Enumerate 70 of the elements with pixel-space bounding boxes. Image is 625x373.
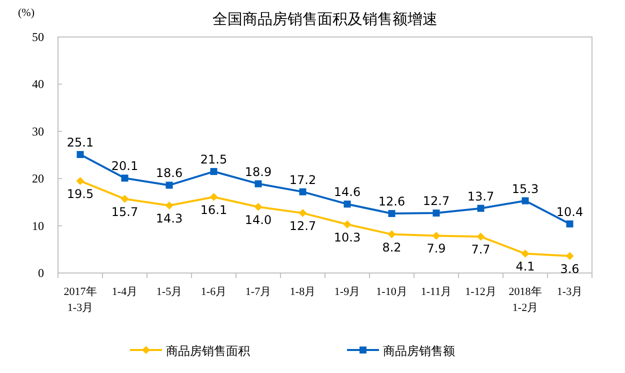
point xyxy=(477,204,484,212)
point xyxy=(432,210,440,217)
data-label: 21.5 xyxy=(200,152,228,167)
data-label: 13.7 xyxy=(467,189,494,204)
x-tick-label: 1-7月 xyxy=(245,286,272,298)
data-label: 8.2 xyxy=(382,240,402,254)
point xyxy=(388,210,396,218)
point xyxy=(343,220,352,228)
y-tick-label: 20 xyxy=(32,172,44,186)
data-label: 15.7 xyxy=(111,204,138,219)
legend-label: 商品房销售面积 xyxy=(166,344,250,358)
point xyxy=(120,194,129,203)
data-label: 15.3 xyxy=(512,182,539,196)
point xyxy=(298,209,307,218)
data-label: 7.9 xyxy=(426,242,446,256)
point xyxy=(344,200,351,208)
data-label: 16.1 xyxy=(200,203,228,218)
x-tick-label: 2017年 1-3月 xyxy=(64,286,97,314)
y-tick-label: 40 xyxy=(32,77,44,92)
data-label: 18.6 xyxy=(156,166,183,180)
point xyxy=(388,230,396,238)
y-axis-title: (%) xyxy=(18,7,35,19)
point xyxy=(210,193,218,202)
point xyxy=(254,180,262,188)
point xyxy=(566,252,574,260)
data-label: 12.6 xyxy=(378,194,406,209)
data-label: 14.0 xyxy=(244,212,272,227)
data-label: 17.2 xyxy=(289,172,316,187)
x-tick-label: 1-10月 xyxy=(376,286,408,298)
data-label: 19.5 xyxy=(66,186,94,201)
data-label: 20.1 xyxy=(111,159,138,174)
x-tick-label: 1-9月 xyxy=(334,286,360,298)
data-label: 18.9 xyxy=(244,164,272,179)
x-tick-label: 2018年 1-2月 xyxy=(508,286,542,314)
x-tick-label: 1-5月 xyxy=(156,286,182,298)
point xyxy=(299,188,306,196)
data-label: 25.1 xyxy=(66,136,94,150)
point xyxy=(121,174,128,182)
point xyxy=(522,197,529,204)
point xyxy=(521,250,530,258)
point xyxy=(566,220,574,228)
x-tick-label: 1-11月 xyxy=(420,286,452,298)
point xyxy=(76,151,84,158)
y-tick-label: 30 xyxy=(32,124,44,138)
data-label: 10.4 xyxy=(556,204,584,219)
data-label: 14.3 xyxy=(156,212,183,226)
y-tick-label: 0 xyxy=(38,266,44,280)
x-tick-label: 1-8月 xyxy=(290,286,316,298)
point xyxy=(210,168,218,176)
x-tick-label: 1-6月 xyxy=(200,286,227,298)
data-label: 4.1 xyxy=(516,260,535,274)
point xyxy=(432,232,440,240)
data-label: 12.7 xyxy=(422,194,450,208)
legend-label: 商品房销售额 xyxy=(383,344,455,358)
point xyxy=(76,176,84,185)
point xyxy=(254,202,262,211)
x-tick-label: 1-4月 xyxy=(112,286,138,298)
y-tick-label: 50 xyxy=(32,30,44,44)
y-tick-label: 10 xyxy=(32,218,44,233)
chart-title: 全国商品房销售面积及销售额增速 xyxy=(212,10,438,28)
data-label: 14.6 xyxy=(334,185,361,200)
data-label: 3.6 xyxy=(560,262,580,276)
point xyxy=(476,232,485,241)
point xyxy=(165,202,174,210)
x-tick-label: 1-12月 xyxy=(465,286,496,298)
x-tick-label: 1-3月 xyxy=(556,286,583,298)
data-label: 7.7 xyxy=(471,242,490,257)
point xyxy=(166,182,173,189)
data-label: 12.7 xyxy=(289,219,316,234)
data-label: 10.3 xyxy=(334,230,361,244)
